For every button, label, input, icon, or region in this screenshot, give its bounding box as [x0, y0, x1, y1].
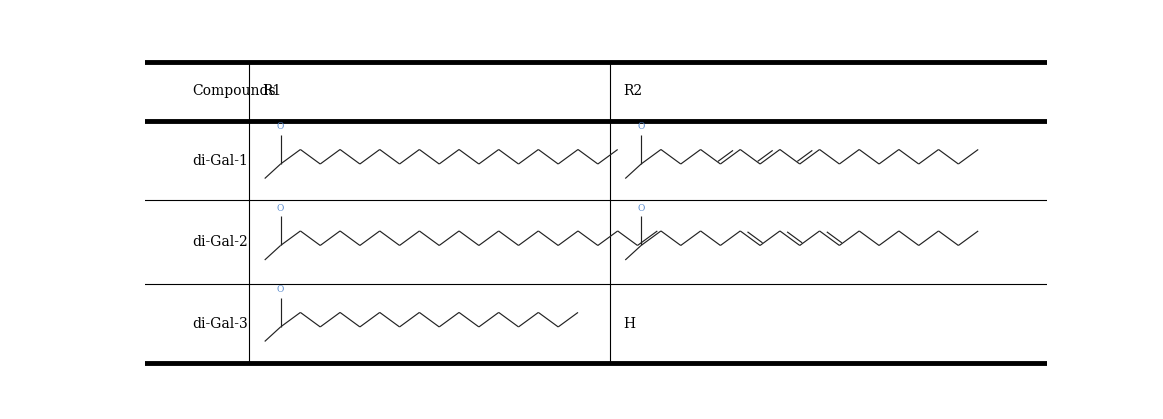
- Text: H: H: [623, 317, 635, 331]
- Text: O: O: [277, 204, 284, 213]
- Text: di-Gal-1: di-Gal-1: [192, 154, 248, 168]
- Text: O: O: [277, 122, 284, 131]
- Text: Compounds: Compounds: [192, 84, 276, 98]
- Text: O: O: [637, 204, 644, 213]
- Text: di-Gal-2: di-Gal-2: [192, 235, 248, 249]
- Text: O: O: [277, 285, 284, 294]
- Text: di-Gal-3: di-Gal-3: [192, 317, 248, 331]
- Text: R1: R1: [263, 84, 281, 98]
- Text: O: O: [637, 122, 644, 131]
- Text: R2: R2: [623, 84, 642, 98]
